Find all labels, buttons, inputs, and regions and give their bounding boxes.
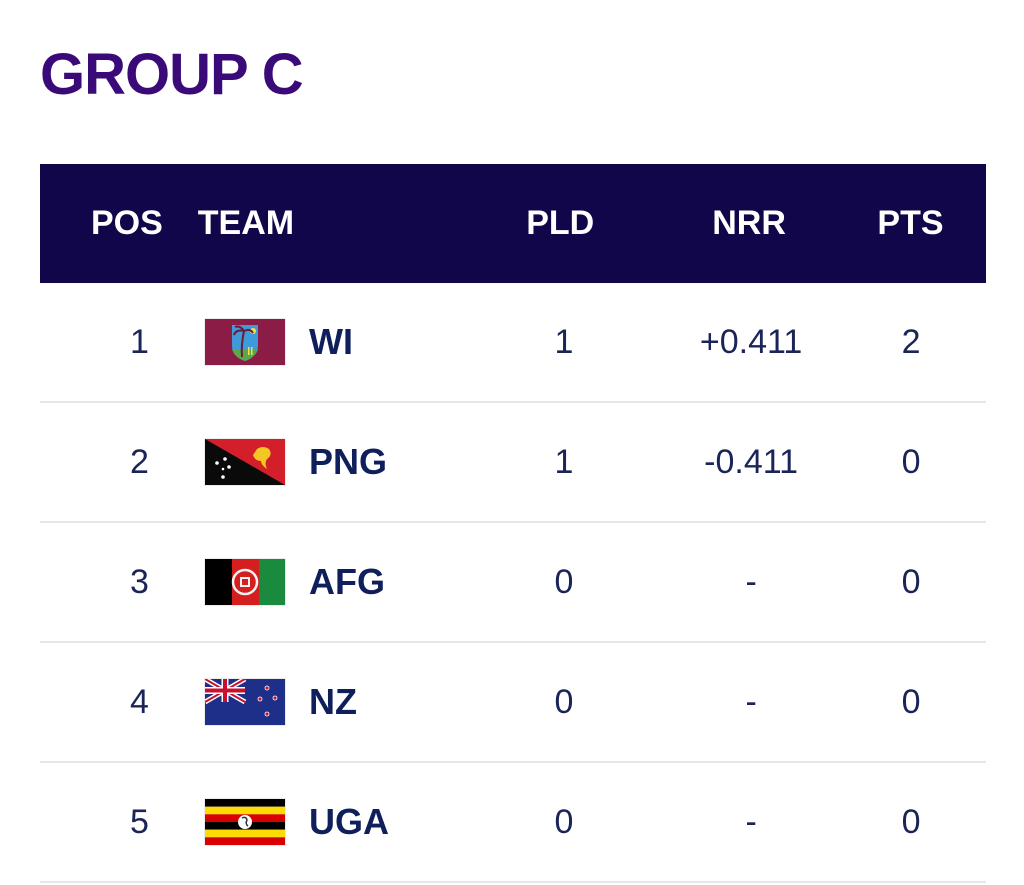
table-header: POS TEAM PLD NRR PTS bbox=[40, 164, 986, 283]
table-row[interactable]: 1 WI 1 +0.411 2 bbox=[40, 283, 986, 403]
header-pts: PTS bbox=[877, 204, 944, 242]
net-run-rate: +0.411 bbox=[699, 322, 803, 361]
table-row[interactable]: 2 PNG 1 -0.411 0 bbox=[40, 403, 986, 523]
new-zealand-flag-icon bbox=[205, 679, 285, 725]
team-cell[interactable]: WI bbox=[205, 319, 467, 365]
header-team: TEAM bbox=[197, 204, 295, 242]
header-pld: PLD bbox=[526, 204, 595, 242]
page-title: GROUP C bbox=[40, 42, 304, 107]
net-run-rate: - bbox=[745, 802, 757, 841]
west-indies-flag-icon bbox=[205, 319, 285, 365]
team-abbr: AFG bbox=[309, 561, 385, 602]
standings-table: POS TEAM PLD NRR PTS 1 WI 1 +0.411 2 2 bbox=[40, 164, 986, 883]
team-cell[interactable]: UGA bbox=[205, 799, 467, 845]
net-run-rate: -0.411 bbox=[704, 442, 799, 481]
team-abbr: PNG bbox=[309, 441, 388, 482]
header-nrr: NRR bbox=[712, 204, 786, 242]
points: 2 bbox=[901, 322, 921, 361]
team-cell[interactable]: PNG bbox=[205, 439, 467, 485]
position: 3 bbox=[130, 562, 149, 601]
position: 5 bbox=[130, 802, 149, 841]
header-pos: POS bbox=[90, 204, 163, 242]
played: 0 bbox=[554, 802, 574, 841]
played: 1 bbox=[554, 442, 574, 481]
net-run-rate: - bbox=[745, 682, 757, 721]
net-run-rate: - bbox=[745, 562, 757, 601]
table-row[interactable]: 3 AFG 0 - 0 bbox=[40, 523, 986, 643]
team-abbr: NZ bbox=[309, 681, 357, 722]
position: 1 bbox=[130, 322, 149, 361]
table-row[interactable]: 5 UGA 0 - 0 bbox=[40, 763, 986, 883]
position: 4 bbox=[130, 682, 149, 721]
points: 0 bbox=[901, 442, 921, 481]
points: 0 bbox=[901, 682, 921, 721]
played: 0 bbox=[554, 562, 574, 601]
team-cell[interactable]: AFG bbox=[205, 559, 467, 605]
papua-new-guinea-flag-icon bbox=[205, 439, 285, 485]
afghanistan-flag-icon bbox=[205, 559, 285, 605]
points: 0 bbox=[901, 562, 921, 601]
team-abbr: WI bbox=[309, 321, 353, 362]
table-row[interactable]: 4 NZ 0 - 0 bbox=[40, 643, 986, 763]
uganda-flag-icon bbox=[205, 799, 285, 845]
team-cell[interactable]: NZ bbox=[205, 679, 467, 725]
position: 2 bbox=[130, 442, 149, 481]
played: 1 bbox=[554, 322, 574, 361]
team-abbr: UGA bbox=[309, 801, 389, 842]
points: 0 bbox=[901, 802, 921, 841]
played: 0 bbox=[554, 682, 574, 721]
